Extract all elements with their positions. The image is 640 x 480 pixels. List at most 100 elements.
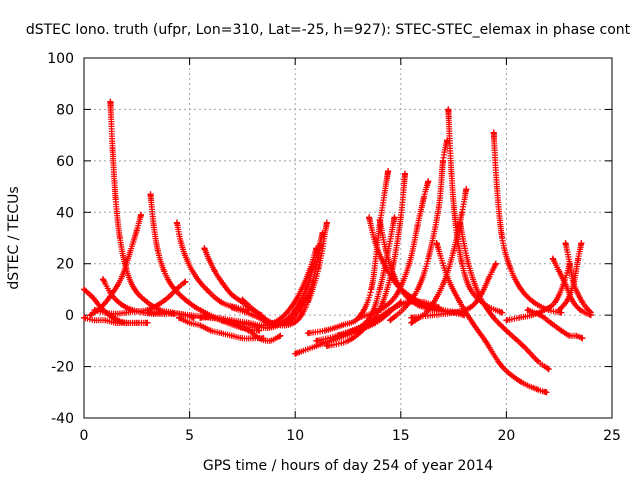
data-point: [490, 129, 497, 136]
data-point: [469, 319, 476, 326]
x-tick-label: 25: [603, 428, 621, 444]
data-point: [368, 286, 375, 293]
data-point: [205, 255, 212, 262]
data-point: [421, 193, 428, 200]
data-point: [321, 327, 328, 334]
data-point: [535, 358, 542, 365]
data-point: [239, 296, 246, 303]
data-point: [573, 332, 580, 339]
data-point: [499, 363, 506, 370]
y-axis: -40 -20 0 20 40 60 80 100: [47, 51, 612, 427]
data-point: [456, 219, 463, 226]
series-arc-af: [524, 307, 586, 342]
data-point: [176, 283, 183, 290]
data-point: [516, 314, 523, 321]
data-point: [450, 247, 457, 254]
data-point: [493, 183, 500, 190]
data-point: [530, 299, 537, 306]
data-point: [543, 389, 550, 396]
data-point: [425, 178, 432, 185]
data-point: [372, 240, 379, 247]
data-point: [402, 304, 409, 311]
data-point: [283, 319, 290, 326]
data-point: [391, 273, 398, 280]
data-point: [393, 291, 400, 298]
data-point: [154, 247, 161, 254]
data-point: [486, 273, 493, 280]
data-point: [119, 301, 126, 308]
data-point: [323, 219, 330, 226]
data-point: [503, 327, 510, 334]
data-point: [380, 260, 387, 267]
data-point: [355, 314, 362, 321]
data-point: [135, 319, 142, 326]
data-point: [556, 307, 563, 313]
y-tick-label: 20: [56, 257, 74, 273]
data-point: [535, 386, 542, 393]
data-point: [249, 312, 256, 319]
data-point: [144, 309, 151, 316]
x-tick-label: 5: [185, 428, 194, 444]
data-point: [89, 294, 96, 301]
data-point: [551, 299, 558, 306]
data-point: [119, 273, 126, 280]
data-point: [249, 322, 256, 329]
data-point: [235, 319, 242, 326]
data-point: [503, 317, 510, 324]
data-point: [566, 260, 573, 267]
data-point: [292, 350, 299, 357]
data-point: [294, 317, 301, 324]
data-point: [161, 268, 168, 275]
data-point: [228, 332, 235, 339]
data-point: [81, 314, 87, 321]
x-tick-label: 15: [392, 428, 410, 444]
data-point: [406, 260, 413, 267]
x-tick-label: 10: [286, 428, 304, 444]
data-point: [425, 255, 432, 262]
data-point: [313, 337, 320, 344]
data-point: [165, 309, 172, 316]
data-point: [467, 286, 474, 293]
plus-markers: [292, 299, 404, 357]
data-point: [440, 281, 447, 288]
series-arc-o: [239, 240, 324, 328]
data-point: [372, 317, 379, 324]
data-point: [518, 379, 525, 385]
data-point: [459, 260, 466, 267]
data-point: [197, 314, 204, 321]
y-tick-label: -40: [51, 411, 74, 427]
series-arc-ac: [433, 240, 550, 396]
data-point: [408, 314, 415, 321]
data-point: [169, 283, 176, 290]
data-point: [465, 260, 472, 267]
data-point: [245, 327, 252, 334]
data-point: [579, 335, 586, 342]
data-point: [450, 309, 457, 316]
series-arc-ab: [456, 219, 552, 373]
data-point: [492, 260, 499, 267]
plot-frame: [83, 57, 613, 419]
data-point: [445, 106, 452, 113]
data-point: [575, 255, 582, 262]
data-point: [218, 330, 225, 337]
series-arc-c: [107, 98, 197, 321]
data-point: [218, 317, 225, 324]
data-point: [107, 98, 114, 105]
data-point: [587, 309, 594, 316]
data-point: [383, 247, 390, 254]
data-point: [391, 214, 398, 221]
data-point: [203, 286, 210, 293]
data-point: [133, 227, 140, 234]
data-point: [570, 278, 577, 285]
data-point: [102, 317, 109, 324]
data-point: [112, 319, 119, 326]
data-point: [541, 307, 548, 313]
data-point: [429, 312, 436, 319]
data-point: [463, 186, 470, 193]
data-point: [97, 304, 104, 311]
data-point: [116, 235, 123, 241]
data-point: [323, 343, 330, 349]
x-tick-label: 20: [497, 428, 515, 444]
data-point: [256, 335, 263, 342]
